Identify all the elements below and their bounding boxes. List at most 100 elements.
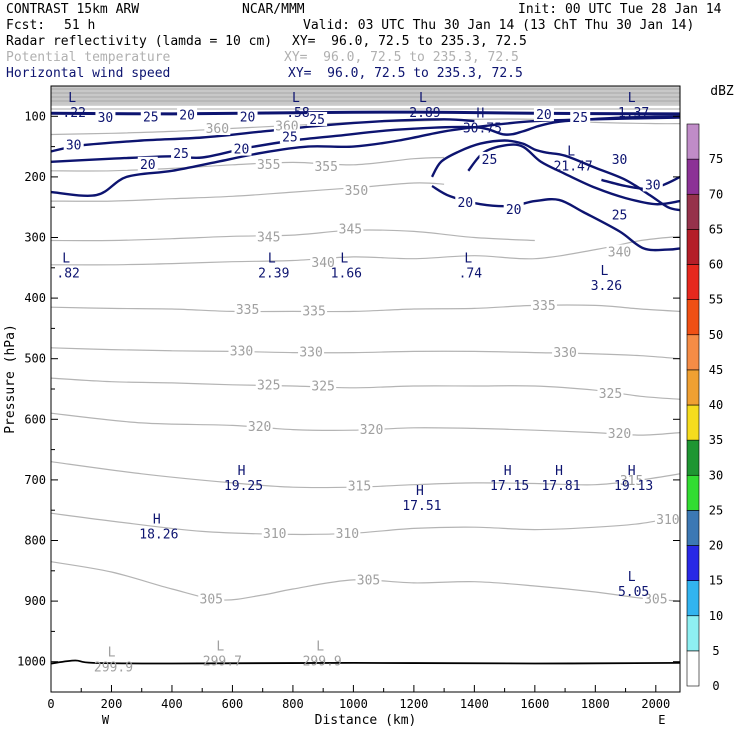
theta-label: 320 xyxy=(248,420,271,435)
theta-label-bg xyxy=(298,344,325,359)
theta-contour-335 xyxy=(50,304,681,313)
theta-contour-330 xyxy=(50,347,681,360)
extremum-H-marker: H xyxy=(238,464,246,479)
extremum-value: 3.26 xyxy=(591,279,622,294)
theta-label-bg xyxy=(530,297,557,312)
colorbar-cell-70 xyxy=(686,158,700,195)
colorbar-label: 10 xyxy=(709,609,723,623)
colorbar-cell-65 xyxy=(686,193,700,230)
wind-label-bg xyxy=(533,107,554,122)
wind-label-bg xyxy=(479,151,500,166)
extremum-L-marker: L xyxy=(628,570,636,585)
y-tick-label: 300 xyxy=(24,231,46,245)
y-tick-label: 500 xyxy=(24,352,46,366)
theta-label-bg xyxy=(261,525,288,540)
extremum-value: 299.9 xyxy=(94,661,133,676)
colorbar-label: 70 xyxy=(709,187,723,201)
x-tick-label: 2000 xyxy=(641,697,670,711)
theta-label-bg xyxy=(255,156,282,171)
colorbar-cell-35 xyxy=(686,404,700,441)
wind-label: 25 xyxy=(143,111,159,126)
wind-label: 20 xyxy=(506,203,522,218)
theta-label-bg xyxy=(654,511,681,526)
y-tick-label: 1000 xyxy=(17,655,46,669)
wind-label: 30 xyxy=(645,178,661,193)
east-label: E xyxy=(658,713,665,727)
x-tick-label: 1400 xyxy=(460,697,489,711)
extremum-L-marker: L xyxy=(464,252,472,267)
wind-label: 30 xyxy=(98,111,114,126)
extremum-H-marker: H xyxy=(504,464,512,479)
wind-label-bg xyxy=(503,202,524,217)
colorbar-unit: dBZ xyxy=(710,84,734,99)
theta-contour-350 xyxy=(50,182,445,202)
extremum-value: .82 xyxy=(56,267,79,282)
fcst-label: Fcst: xyxy=(6,18,46,33)
theta-label-bg xyxy=(346,478,373,493)
y-tick-label: 800 xyxy=(24,534,46,548)
theta-label: 330 xyxy=(299,346,322,361)
theta-label-bg xyxy=(334,525,361,540)
wind-label: 20 xyxy=(240,111,256,126)
terrain-line xyxy=(50,659,681,665)
extremum-L-marker: L xyxy=(316,640,324,655)
theta-label: 335 xyxy=(532,299,555,314)
wind-label-bg xyxy=(307,111,328,126)
theta-label: 350 xyxy=(345,184,368,199)
y-axis-title: Pressure (hPa) xyxy=(3,324,18,434)
wind-label-bg xyxy=(63,137,84,152)
theta-label-bg xyxy=(228,343,255,358)
colorbar-label: 45 xyxy=(709,363,723,377)
extremum-L-marker: L xyxy=(108,646,116,661)
theta-label: 355 xyxy=(314,160,337,175)
colorbar-cell-55 xyxy=(686,264,700,300)
theta-label-bg xyxy=(337,221,364,236)
colorbar-label: 55 xyxy=(709,293,723,307)
wind-label: 25 xyxy=(482,153,498,168)
theta-contour-310 xyxy=(50,512,681,536)
theta-label-bg xyxy=(234,302,261,317)
wind-label-bg xyxy=(237,109,258,124)
x-axis-title: Distance (km) xyxy=(315,713,417,728)
wind-contour-20 xyxy=(430,139,681,212)
theta-label: 340 xyxy=(311,256,334,271)
wind-contour-30 xyxy=(601,175,681,191)
extremum-L-marker: L xyxy=(419,91,427,106)
theta-label: 335 xyxy=(236,303,259,318)
extremum-L-marker: L xyxy=(268,252,276,267)
theta-label-bg xyxy=(310,254,337,269)
y-tick-label: 400 xyxy=(24,291,46,305)
wind-contour-30 xyxy=(50,118,475,153)
theta-label-bg xyxy=(606,425,633,440)
extremum-value: 19.25 xyxy=(224,479,263,494)
wind-label-bg xyxy=(570,110,591,125)
theta-contour-320 xyxy=(50,412,681,436)
wind-label: 20 xyxy=(140,158,156,173)
extremum-L-marker: L xyxy=(340,252,348,267)
extremum-H-marker: H xyxy=(628,464,636,479)
extremum-value: 299.7 xyxy=(203,655,242,670)
extremum-value: 30.75 xyxy=(463,121,502,136)
theta-label: 360 xyxy=(206,122,229,137)
theta-contour-325 xyxy=(50,377,681,400)
extremum-L-marker: L xyxy=(62,252,70,267)
extremum-value: 17.81 xyxy=(541,479,580,494)
model-title: CONTRAST 15km ARW xyxy=(6,2,140,17)
theta-label: 310 xyxy=(656,513,679,528)
theta-label: 330 xyxy=(230,344,253,359)
theta-label-bg xyxy=(310,378,337,393)
wind-label-bg xyxy=(609,207,630,222)
y-tick-label: 700 xyxy=(24,473,46,487)
extremum-value: .74 xyxy=(459,267,483,282)
colorbar-label: 40 xyxy=(709,398,723,412)
colorbar-cell-60 xyxy=(686,229,700,265)
extremum-L-marker: L xyxy=(628,91,636,106)
x-tick-label: 200 xyxy=(101,697,123,711)
theta-label-bg xyxy=(313,159,340,174)
wind-label: 25 xyxy=(173,147,189,162)
fcst-value: 51 h xyxy=(64,18,96,33)
theta-label-bg xyxy=(597,385,624,400)
extremum-value: 19.13 xyxy=(614,479,653,494)
extremum-H-marker: H xyxy=(476,106,484,121)
